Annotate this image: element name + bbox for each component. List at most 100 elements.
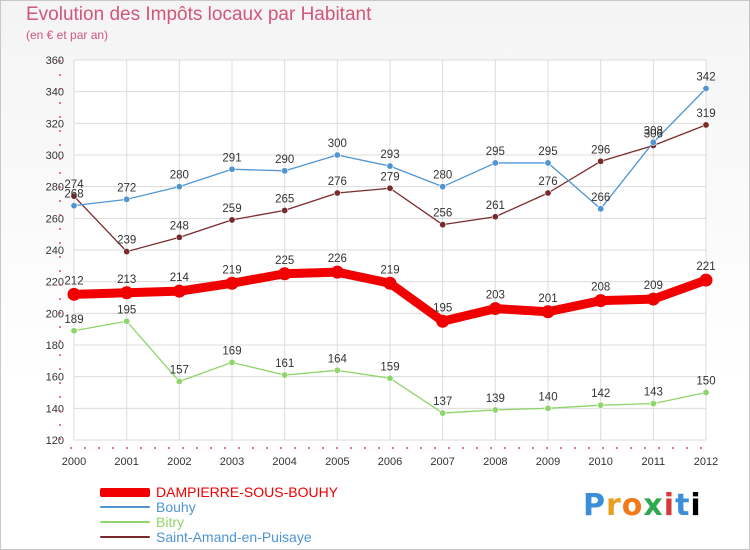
data-label: 161 [275, 358, 294, 370]
data-point [702, 85, 710, 93]
data-label: 279 [380, 171, 399, 183]
axes: 1201401601802002202402602803003203403602… [46, 55, 719, 468]
data-point [70, 202, 78, 210]
y-tick-label: 160 [46, 372, 64, 384]
data-label: 209 [644, 280, 663, 292]
data-label: 221 [696, 261, 715, 273]
data-point [436, 314, 450, 328]
data-label: 214 [170, 272, 190, 284]
data-label: 213 [117, 274, 136, 286]
x-tick-label: 2009 [536, 456, 560, 468]
data-label: 290 [275, 154, 294, 166]
data-label: 280 [433, 170, 452, 182]
proxiti-logo: Proxiti [583, 488, 702, 523]
y-tick-label: 280 [46, 182, 64, 194]
x-tick-label: 2001 [114, 456, 138, 468]
legend-item-bouhy[interactable]: Bouhy [100, 499, 196, 515]
legend-swatch [100, 521, 150, 523]
y-tick-label: 340 [46, 87, 64, 99]
x-tick-label: 2010 [588, 456, 612, 468]
grid [73, 59, 707, 441]
data-point [70, 327, 78, 335]
data-point [278, 267, 292, 281]
data-label: 259 [222, 203, 241, 215]
data-point [702, 388, 710, 396]
y-tick-label: 360 [46, 55, 64, 67]
data-label: 150 [696, 376, 715, 388]
data-label: 268 [64, 189, 83, 201]
data-label: 319 [696, 108, 715, 120]
data-point [281, 371, 289, 379]
data-point [123, 317, 131, 325]
data-point [386, 374, 394, 382]
data-point [333, 189, 341, 197]
x-tick-label: 2005 [325, 456, 349, 468]
data-point [491, 406, 499, 414]
data-point [649, 138, 657, 146]
data-point [597, 401, 605, 409]
data-label: 195 [117, 304, 136, 316]
data-label: 261 [486, 200, 505, 212]
legend-item-dampierre[interactable]: DAMPIERRE-SOUS-BOUHY [100, 484, 338, 500]
data-label: 295 [538, 146, 557, 158]
y-tick-label: 260 [46, 213, 64, 225]
y-tick-label: 140 [46, 403, 64, 415]
data-label: 139 [486, 393, 505, 405]
data-point [491, 159, 499, 167]
data-label: 280 [170, 170, 189, 182]
x-tick-label: 2002 [167, 456, 191, 468]
data-label: 248 [170, 220, 189, 232]
data-point [544, 404, 552, 412]
x-tick-label: 2008 [483, 456, 507, 468]
data-label: 203 [486, 290, 505, 302]
data-point [70, 192, 78, 200]
data-label: 295 [486, 146, 505, 158]
data-label: 226 [328, 253, 347, 265]
data-point [544, 189, 552, 197]
data-label: 140 [538, 391, 557, 403]
data-label: 306 [644, 129, 663, 141]
data-point [597, 157, 605, 165]
data-label: 201 [538, 293, 557, 305]
data-label: 308 [644, 125, 663, 137]
data-point [439, 183, 447, 191]
data-point [541, 305, 555, 319]
data-point [228, 165, 236, 173]
data-point [281, 167, 289, 175]
y-tick-label: 320 [46, 118, 64, 130]
data-label: 157 [170, 364, 189, 376]
data-label: 272 [117, 182, 136, 194]
data-point [175, 183, 183, 191]
data-point [175, 233, 183, 241]
data-label: 143 [644, 387, 663, 399]
data-point [333, 366, 341, 374]
data-label: 256 [433, 208, 452, 220]
data-point [439, 409, 447, 417]
data-label: 225 [275, 255, 294, 267]
legend-label: Saint-Amand-en-Puisaye [156, 529, 312, 545]
x-tick-label: 2004 [272, 456, 296, 468]
legend-swatch [100, 536, 150, 538]
data-label: 296 [591, 144, 610, 156]
data-labels: 212 213 214 219 225 226 219 195 203 201 208 209 221 2… [64, 72, 715, 409]
x-tick-label: 2012 [694, 456, 718, 468]
x-tick-label: 2003 [220, 456, 244, 468]
legend-item-saint-amand[interactable]: Saint-Amand-en-Puisaye [100, 529, 312, 545]
legend-item-bitry[interactable]: Bitry [100, 514, 184, 530]
data-point [123, 195, 131, 203]
data-label: 159 [380, 361, 399, 373]
data-label: 276 [328, 176, 347, 188]
data-point [228, 216, 236, 224]
data-label: 342 [696, 72, 715, 84]
data-label: 219 [380, 264, 399, 276]
y-tick-label: 220 [46, 277, 64, 289]
data-label: 195 [433, 302, 452, 314]
legend-swatch [100, 506, 150, 508]
data-label: 212 [64, 275, 83, 287]
data-point [228, 358, 236, 366]
data-label: 239 [117, 235, 136, 247]
x-tick-label: 2006 [378, 456, 402, 468]
legend-swatch [100, 487, 150, 497]
data-point [67, 287, 81, 301]
